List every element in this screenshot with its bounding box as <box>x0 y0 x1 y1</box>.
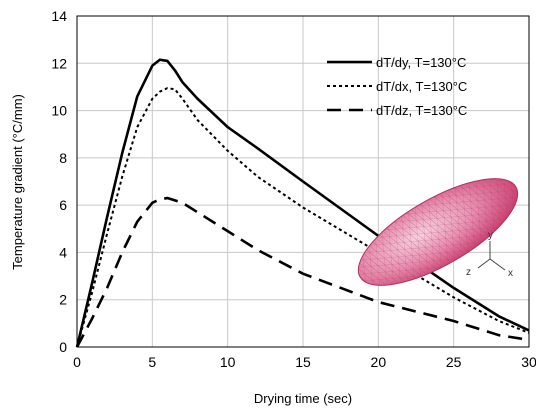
y-tick-label: 12 <box>51 55 67 71</box>
x-tick-label: 0 <box>73 354 81 370</box>
y-tick-label: 6 <box>59 197 67 213</box>
legend-label-1: dT/dy, T=130°C <box>376 55 466 70</box>
y-tick-label: 2 <box>59 292 67 308</box>
series-line-3 <box>75 196 530 348</box>
ellipsoid-mesh-lines <box>358 178 518 286</box>
x-tick-label: 15 <box>295 354 311 370</box>
legend-label-2: dT/dx, T=130°C <box>376 79 467 94</box>
y-tick-label: 10 <box>51 103 67 119</box>
y-tick-label: 14 <box>51 8 67 24</box>
x-tick-labels: 0 5 10 15 20 25 30 <box>73 354 536 370</box>
legend-label-3: dT/dz, T=130°C <box>376 103 467 118</box>
y-tick-label: 4 <box>59 244 67 260</box>
x-tick-label: 5 <box>148 354 156 370</box>
y-tick-labels: 0 2 4 6 8 10 12 14 <box>51 8 67 355</box>
x-tick-label: 10 <box>220 354 236 370</box>
x-tick-label: 25 <box>446 354 462 370</box>
y-tick-label: 8 <box>59 150 67 166</box>
ellipsoid-mesh-inset: y z x <box>357 178 519 286</box>
x-axis-label: Drying time (sec) <box>254 391 352 406</box>
mesh-axis-z-label: z <box>466 267 471 278</box>
y-tick-label: 0 <box>59 339 67 355</box>
mesh-axis-y-label: y <box>488 230 493 241</box>
plot-frame <box>76 15 530 348</box>
x-tick-label: 30 <box>521 354 536 370</box>
mesh-axis-triad: y z x <box>466 230 513 279</box>
y-axis-label: Temperature gradient (°C/mm) <box>10 94 25 270</box>
x-tick-label: 20 <box>371 354 387 370</box>
mesh-axis-x-label: x <box>508 268 513 279</box>
legend: dT/dy, T=130°C dT/dx, T=130°C dT/dz, T=130… <box>327 55 467 118</box>
